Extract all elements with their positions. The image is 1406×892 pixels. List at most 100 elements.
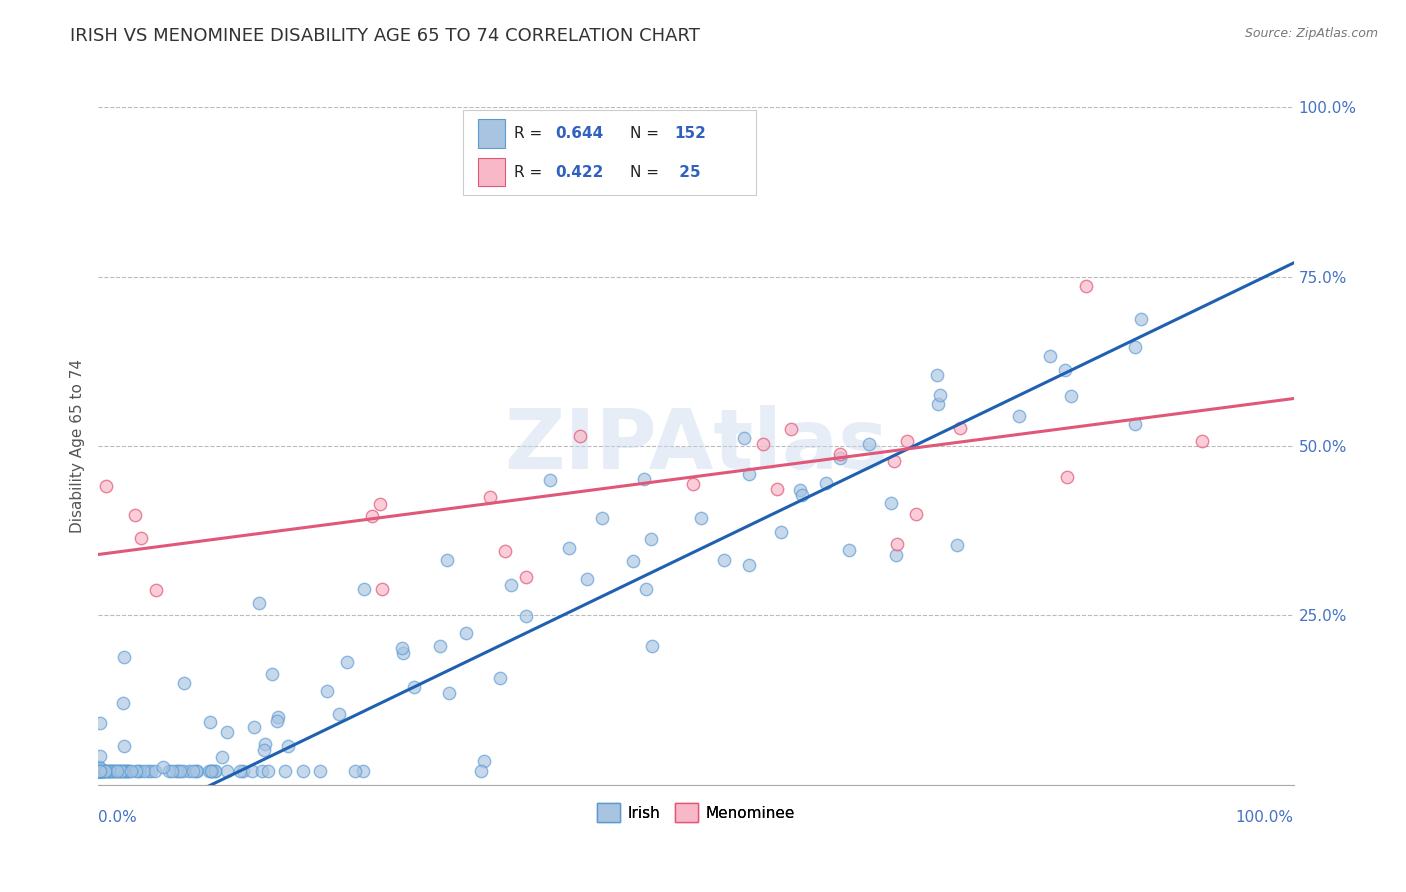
Point: [883, 454, 905, 468]
Point: [87, 760, 110, 774]
Point: [215, 764, 238, 779]
Text: 25: 25: [675, 165, 702, 179]
Point: [87, 764, 110, 779]
Point: [145, 583, 167, 598]
Point: [328, 706, 350, 721]
Point: [143, 764, 166, 779]
Point: [260, 667, 283, 681]
Point: [118, 764, 141, 779]
Text: ZIPAtlas: ZIPAtlas: [503, 406, 889, 486]
Point: [103, 764, 125, 779]
Point: [770, 524, 793, 539]
Point: [1008, 409, 1031, 424]
Point: [243, 720, 266, 734]
Point: [87, 764, 110, 779]
Point: [738, 467, 761, 481]
Point: [105, 764, 128, 779]
Point: [713, 553, 735, 567]
Point: [91, 764, 114, 779]
Point: [253, 742, 276, 756]
Point: [91, 764, 114, 779]
Point: [107, 764, 129, 779]
Y-axis label: Disability Age 65 to 74: Disability Age 65 to 74: [69, 359, 84, 533]
Text: 100.0%: 100.0%: [1236, 810, 1294, 825]
Point: [198, 764, 221, 779]
Point: [103, 764, 125, 779]
Point: [200, 764, 222, 779]
Point: [132, 764, 155, 779]
Point: [277, 739, 299, 754]
Point: [181, 764, 204, 779]
Point: [90, 764, 112, 779]
Point: [274, 764, 297, 779]
Point: [737, 558, 759, 572]
Point: [370, 582, 392, 596]
Point: [266, 710, 288, 724]
Point: [929, 388, 952, 402]
Point: [87, 764, 110, 779]
Point: [905, 508, 928, 522]
Text: Source: ZipAtlas.com: Source: ZipAtlas.com: [1244, 27, 1378, 40]
Point: [89, 716, 111, 731]
Point: [215, 725, 238, 739]
Point: [1074, 278, 1097, 293]
Point: [266, 714, 288, 728]
Point: [360, 508, 382, 523]
Point: [838, 543, 860, 558]
Text: R =: R =: [515, 126, 547, 141]
Point: [733, 431, 755, 445]
Point: [789, 483, 811, 498]
Text: 0.644: 0.644: [555, 126, 603, 141]
Point: [429, 639, 451, 653]
FancyBboxPatch shape: [463, 111, 756, 195]
Point: [1191, 434, 1213, 448]
Point: [308, 764, 330, 779]
Point: [89, 764, 111, 779]
Point: [100, 764, 122, 779]
Point: [948, 421, 970, 435]
Point: [368, 497, 391, 511]
Point: [112, 764, 135, 779]
Point: [489, 671, 512, 685]
Point: [169, 764, 191, 779]
Point: [538, 473, 561, 487]
Point: [159, 764, 181, 779]
Point: [472, 754, 495, 768]
Point: [89, 764, 111, 779]
Point: [240, 764, 263, 779]
Point: [790, 488, 813, 502]
Point: [858, 437, 880, 451]
Point: [1123, 417, 1146, 431]
Point: [87, 764, 110, 779]
Point: [127, 764, 149, 779]
Point: [112, 739, 135, 753]
Point: [291, 764, 314, 779]
Point: [90, 764, 112, 779]
Point: [247, 596, 270, 610]
Point: [96, 764, 118, 779]
Point: [404, 680, 426, 694]
Point: [232, 764, 254, 779]
Point: [138, 764, 160, 779]
Text: 152: 152: [675, 126, 706, 141]
Point: [120, 764, 142, 779]
Point: [499, 578, 522, 592]
Point: [896, 434, 918, 448]
Point: [94, 479, 117, 493]
Point: [336, 655, 359, 669]
Point: [179, 764, 201, 779]
Point: [108, 764, 131, 779]
Point: [1129, 311, 1152, 326]
Point: [344, 764, 367, 779]
Point: [93, 764, 115, 779]
Text: 0.422: 0.422: [555, 165, 603, 179]
Point: [1056, 469, 1078, 483]
Point: [591, 511, 613, 525]
Point: [96, 764, 118, 779]
Point: [779, 421, 801, 435]
Point: [162, 764, 184, 779]
Point: [470, 764, 492, 779]
Point: [89, 764, 111, 779]
Point: [112, 764, 135, 779]
Point: [89, 761, 111, 775]
